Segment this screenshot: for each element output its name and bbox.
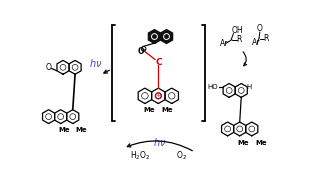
Text: O$_2$: O$_2$ xyxy=(176,150,187,162)
Text: R: R xyxy=(237,35,242,44)
Text: $h\nu$: $h\nu$ xyxy=(89,57,102,69)
Text: Me: Me xyxy=(255,140,266,146)
Text: +: + xyxy=(156,93,161,98)
Text: HO: HO xyxy=(208,84,218,90)
FancyArrowPatch shape xyxy=(243,52,247,66)
Text: OH: OH xyxy=(231,26,243,35)
Text: Ar: Ar xyxy=(252,38,260,47)
Text: Me: Me xyxy=(237,140,249,146)
Text: $h\nu$: $h\nu$ xyxy=(153,136,167,148)
Text: Me: Me xyxy=(144,107,155,113)
FancyArrowPatch shape xyxy=(127,141,192,151)
Text: O: O xyxy=(45,63,52,72)
Polygon shape xyxy=(149,30,161,43)
Text: −: − xyxy=(141,46,146,51)
Text: O: O xyxy=(137,47,144,56)
Text: H: H xyxy=(246,84,252,90)
Polygon shape xyxy=(161,30,173,43)
Text: Me: Me xyxy=(76,127,87,133)
FancyArrowPatch shape xyxy=(104,70,109,73)
Text: Ar: Ar xyxy=(220,39,229,48)
Text: Me: Me xyxy=(162,107,173,113)
Text: C: C xyxy=(155,58,162,67)
Text: R: R xyxy=(264,34,269,43)
Text: O: O xyxy=(257,24,263,33)
Text: H$_2$O$_2$: H$_2$O$_2$ xyxy=(130,150,151,162)
Text: Me: Me xyxy=(58,127,70,133)
